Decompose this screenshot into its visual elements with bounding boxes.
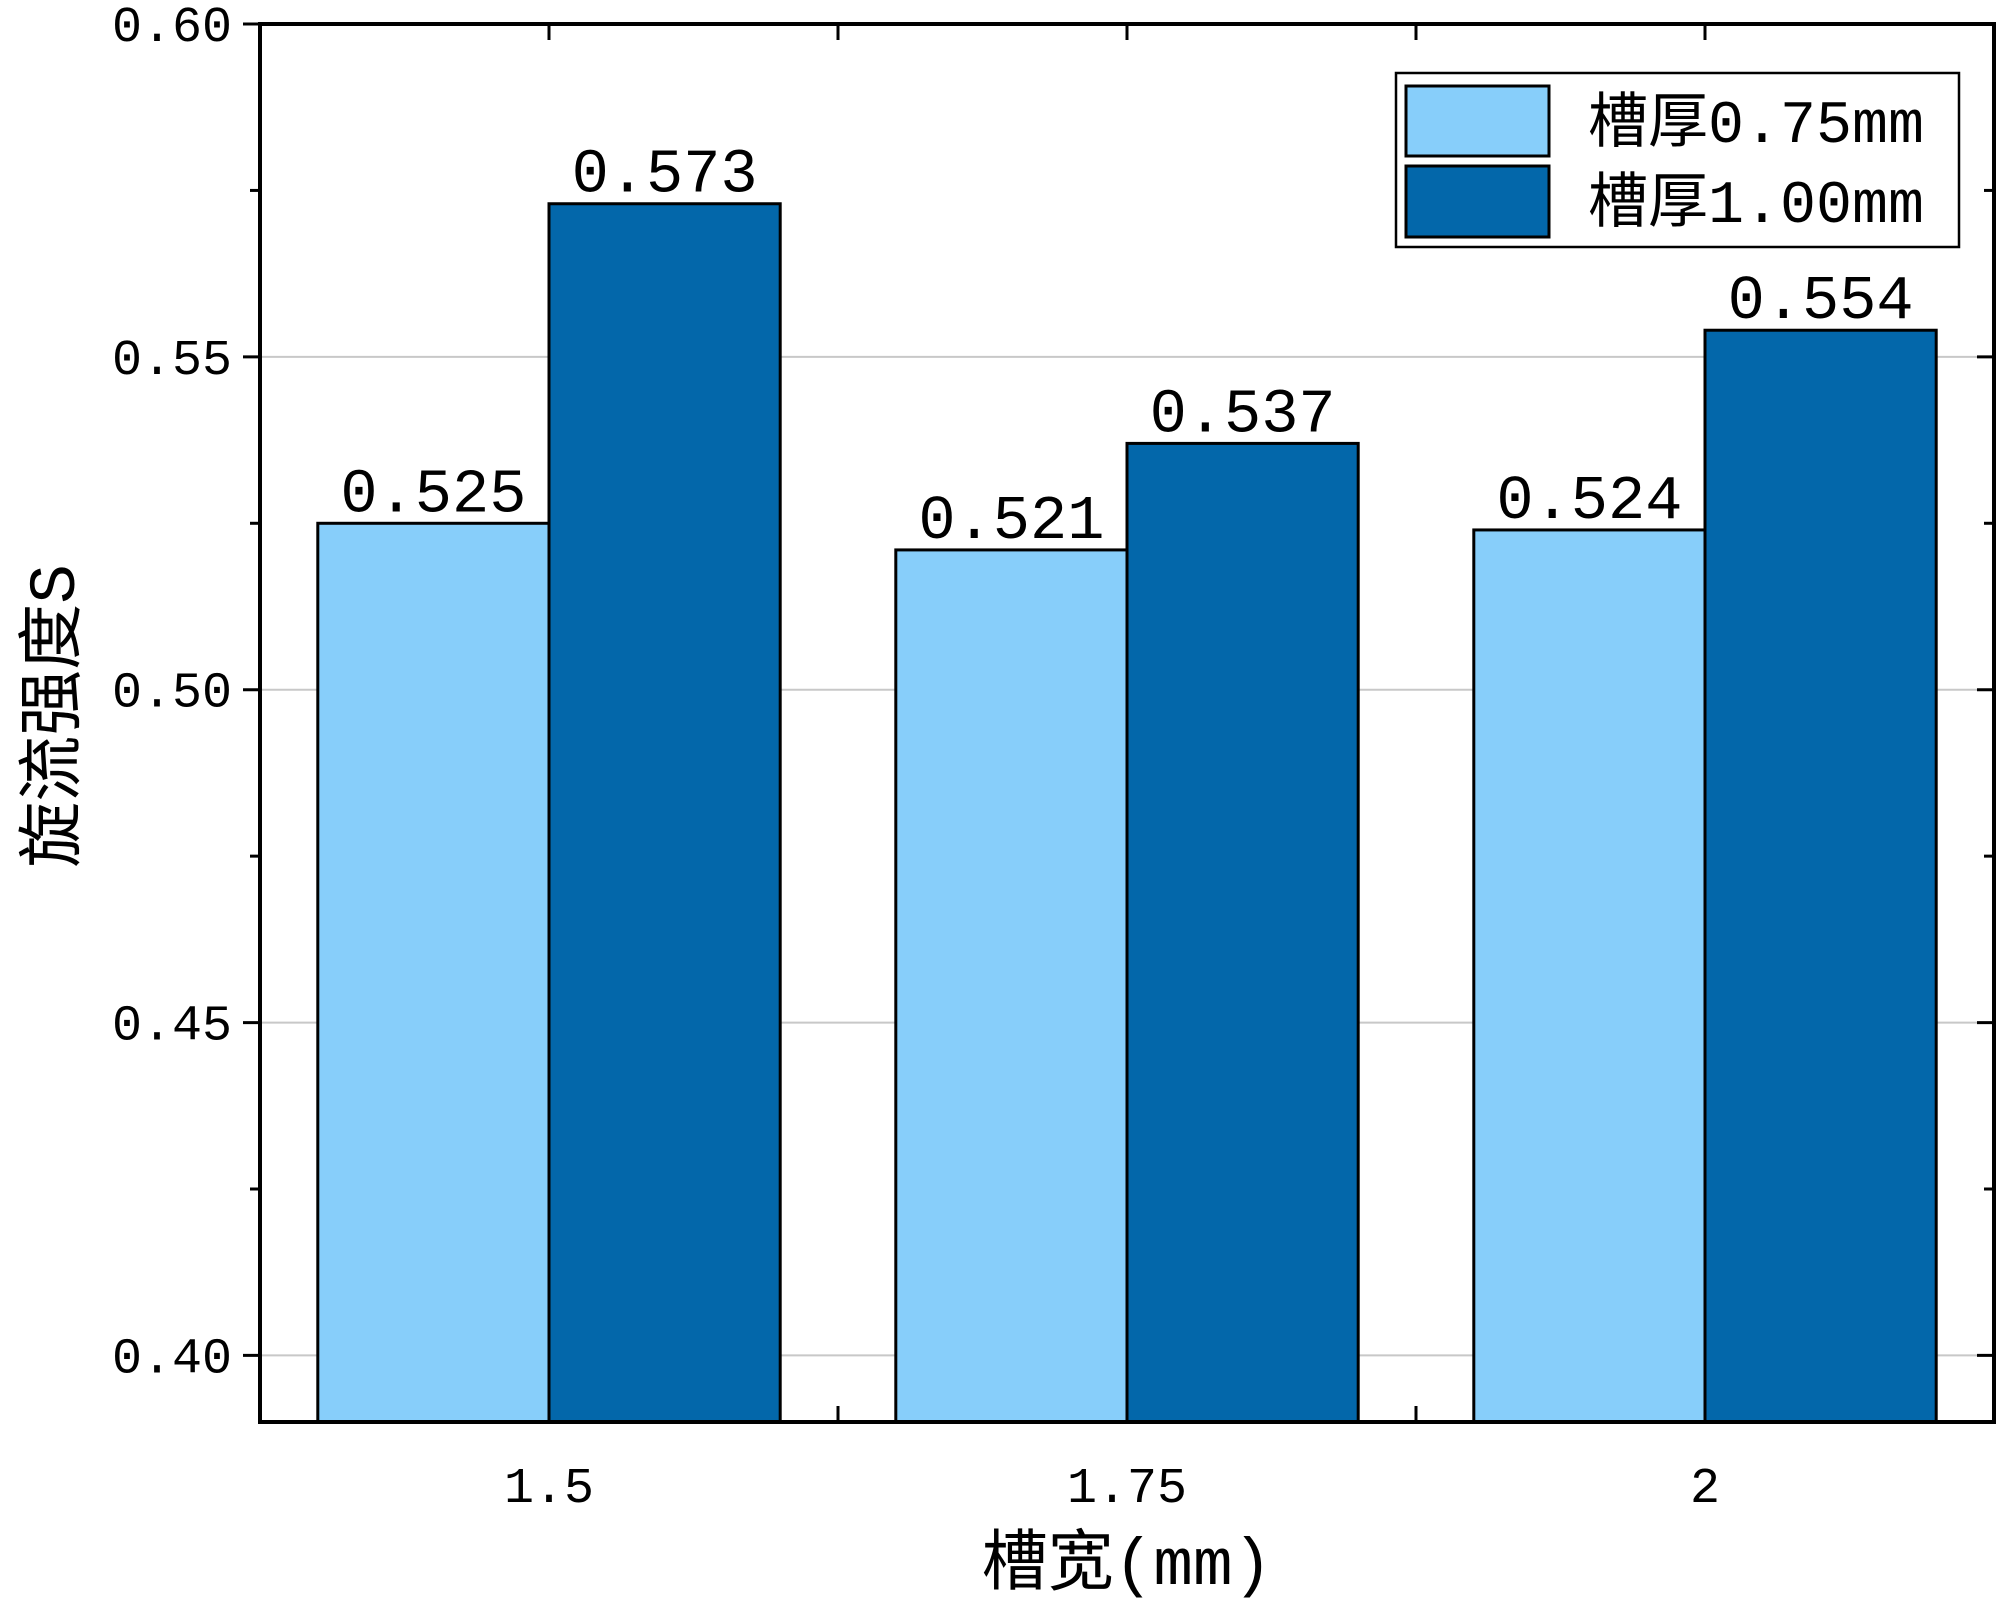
- data-label-series1-cat1: 0.525: [340, 459, 526, 530]
- x-tick-label: 1.75: [1067, 1461, 1187, 1518]
- bar-series1-cat2: [894, 548, 1129, 1424]
- bar-series2-cat1: [547, 202, 782, 1424]
- legend-label-series-1: 槽厚0.75mm: [1588, 90, 1924, 161]
- y-axis-label: 旋流强度S: [17, 564, 94, 868]
- data-label-series2-cat1: 0.573: [572, 140, 758, 211]
- x-tick-label: 2: [1690, 1461, 1720, 1518]
- data-labels: 0.525 0.521 0.524 0.573 0.537 0.554: [340, 140, 1913, 557]
- bar-series1-cat3: [1472, 528, 1707, 1424]
- data-label-series2-cat3: 0.554: [1728, 266, 1914, 337]
- legend: 槽厚0.75mm 槽厚1.00mm: [1394, 71, 1961, 249]
- y-tick-label: 0.45: [112, 999, 232, 1056]
- y-tick-label: 0.50: [112, 666, 232, 723]
- x-tick-label: 1.5: [504, 1461, 594, 1518]
- bars: [316, 202, 1938, 1424]
- axis-ticks: [243, 22, 1994, 1422]
- tick-labels: 0.40 0.45 0.50 0.55 0.60 1.5 1.75 2: [112, 0, 1720, 1518]
- y-tick-label: 0.40: [112, 1331, 232, 1388]
- data-label-series1-cat2: 0.521: [918, 486, 1104, 557]
- legend-swatch-series-2: [1404, 164, 1551, 239]
- legend-label-series-2: 槽厚1.00mm: [1588, 170, 1924, 241]
- bar-series1-cat1: [316, 521, 551, 1424]
- x-axis-label: 槽宽(mm): [982, 1527, 1272, 1604]
- legend-swatch-series-1: [1404, 84, 1551, 158]
- y-tick-label: 0.55: [112, 333, 232, 390]
- data-label-series1-cat3: 0.524: [1496, 466, 1682, 537]
- y-tick-label: 0.60: [112, 0, 232, 57]
- bar-series2-cat2: [1125, 441, 1360, 1424]
- bar-series2-cat3: [1703, 328, 1938, 1424]
- data-label-series2-cat2: 0.537: [1150, 379, 1336, 450]
